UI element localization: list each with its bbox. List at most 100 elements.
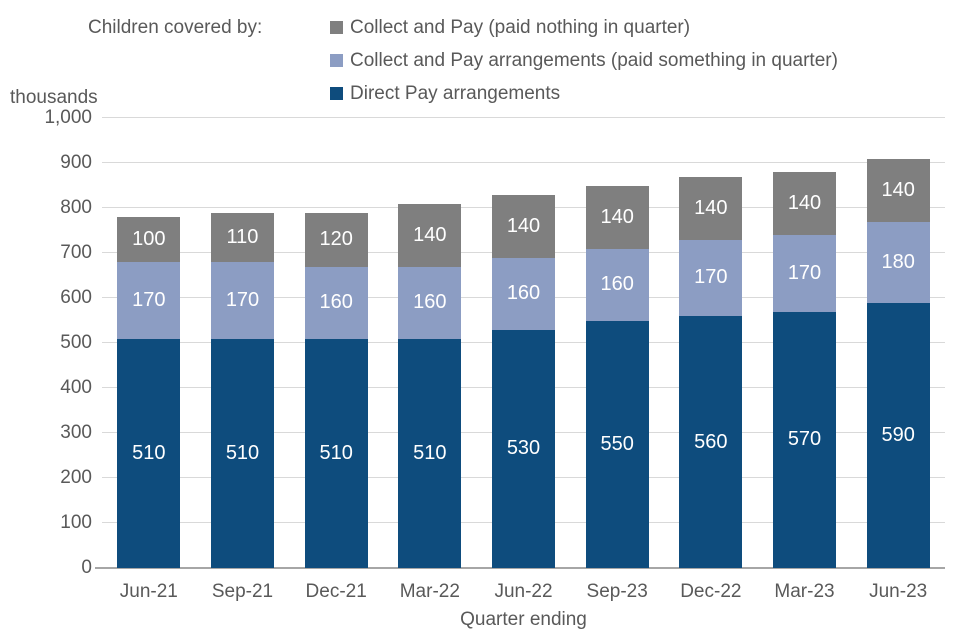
gridline (102, 117, 945, 118)
bar-value-label: 570 (787, 428, 822, 451)
bar-segment: 160 (585, 248, 649, 321)
stacked-bar-Sep-21: 110 170 510 (211, 212, 274, 568)
stacked-bar-Mar-22: 140 160 510 (398, 203, 462, 568)
bar-value-label: 140 (506, 214, 541, 237)
legend-item: Collect and Pay (paid nothing in quarter… (330, 17, 838, 38)
bar-segment: 530 (492, 329, 555, 568)
bar-segment: 110 (211, 212, 274, 262)
y-axis-tick-label: 200 (60, 467, 92, 488)
x-axis-tick-label: Jun-21 (119, 581, 178, 602)
bar-value-label: 160 (600, 273, 634, 295)
stacked-bar-Jun-23: 140 180 590 (866, 158, 930, 568)
x-axis-tick-label: Mar-23 (774, 581, 835, 602)
bar-segment: 140 (585, 185, 649, 249)
bar-value-label: 510 (413, 441, 447, 464)
bar-value-label: 550 (600, 432, 634, 455)
bar-value-label: 110 (226, 225, 259, 248)
bar-segment: 510 (398, 338, 462, 568)
y-axis-tick-label: 100 (60, 512, 92, 533)
bar-segment: 140 (679, 176, 743, 240)
x-axis-tick-label: Jun-22 (494, 581, 553, 602)
bar-segment: 170 (773, 235, 836, 312)
bar-value-label: 140 (600, 205, 634, 228)
x-axis-title: Quarter ending (460, 609, 587, 630)
bar-value-label: 140 (694, 196, 728, 219)
bar-value-label: 530 (506, 437, 541, 460)
y-axis-tick-label: 400 (60, 377, 92, 398)
bar-segment: 550 (585, 320, 649, 568)
bar-value-label: 510 (225, 441, 260, 464)
y-axis-tick-label: 900 (60, 152, 92, 173)
chart-title: Children covered by: (88, 17, 263, 38)
bar-value-label: 140 (881, 178, 915, 201)
stacked-bar-Mar-23: 140 170 570 (773, 172, 836, 568)
bar-value-label: 140 (413, 223, 447, 246)
y-axis-tick-label: 1,000 (44, 107, 92, 128)
legend-item: Direct Pay arrangements (330, 83, 838, 104)
legend-swatch-icon (330, 21, 343, 34)
bar-segment: 140 (773, 172, 836, 235)
bar-value-label: 180 (881, 250, 915, 273)
bar-value-label: 170 (787, 261, 822, 284)
bar-value-label: 170 (132, 288, 166, 311)
bar-segment: 570 (773, 311, 836, 568)
bar-segment: 100 (117, 217, 181, 262)
bar-value-label: 100 (132, 228, 166, 250)
legend-swatch-icon (330, 87, 343, 100)
y-axis-tick-label: 800 (60, 197, 92, 218)
bar-segment: 590 (866, 302, 930, 568)
bar-value-label: 120 (319, 228, 353, 250)
bar-segment: 170 (211, 262, 274, 339)
bar-segment: 160 (492, 257, 555, 330)
x-axis-tick-label: Mar-22 (399, 581, 460, 602)
x-axis-line (95, 567, 945, 569)
y-axis-tick-label: 700 (60, 242, 92, 263)
bar-segment: 140 (398, 203, 462, 267)
y-axis-tick-label: 300 (60, 422, 92, 443)
stacked-bar-Jun-22: 140 160 530 (492, 194, 555, 568)
bar-segment: 510 (304, 338, 368, 568)
bar-segment: 170 (117, 262, 181, 339)
stacked-bar-Dec-21: 120 160 510 (304, 212, 368, 568)
legend: Collect and Pay (paid nothing in quarter… (330, 17, 838, 104)
bar-value-label: 160 (319, 291, 353, 313)
x-axis-tick-label: Dec-22 (680, 581, 742, 602)
legend-label: Collect and Pay arrangements (paid somet… (350, 50, 838, 71)
bar-value-label: 170 (694, 266, 728, 289)
bar-segment: 160 (398, 266, 462, 339)
x-axis-tick-label: Dec-21 (305, 581, 367, 602)
bar-value-label: 510 (319, 441, 353, 464)
y-axis-tick-label: 500 (60, 332, 92, 353)
bar-value-label: 510 (132, 441, 166, 464)
gridline (102, 162, 945, 163)
bar-value-label: 560 (694, 430, 728, 453)
legend-item: Collect and Pay arrangements (paid somet… (330, 50, 838, 71)
bar-value-label: 170 (225, 288, 260, 311)
legend-label: Collect and Pay (paid nothing in quarter… (350, 17, 691, 38)
legend-label: Direct Pay arrangements (350, 83, 561, 104)
bar-value-label: 160 (413, 291, 447, 313)
bar-value-label: 160 (506, 282, 541, 304)
stacked-bar-Sep-23: 140 160 550 (585, 185, 649, 568)
stacked-bar-Dec-22: 140 170 560 (679, 176, 743, 568)
stacked-bar-Jun-21: 100 170 510 (117, 217, 181, 568)
y-axis-tick-label: 600 (60, 287, 92, 308)
plot-area: 0 100 200 300 400 500 600 700 800 900 1,000 100 170 5… (44, 107, 945, 602)
y-axis-tick-label: 0 (81, 557, 92, 578)
bar-segment: 510 (117, 338, 181, 568)
y-axis-unit-label: thousands (10, 87, 98, 108)
x-axis-tick-label: Sep-21 (211, 581, 274, 602)
bar-segment: 140 (866, 158, 930, 222)
bar-segment: 160 (304, 266, 368, 339)
x-axis-tick-label: Jun-23 (869, 581, 928, 602)
bar-value-label: 140 (787, 192, 822, 214)
bar-segment: 560 (679, 316, 743, 568)
x-axis-tick-label: Sep-23 (586, 581, 648, 602)
bar-value-label: 590 (881, 423, 915, 446)
bar-segment: 170 (679, 239, 743, 316)
bar-segment: 510 (211, 338, 274, 568)
bar-segment: 120 (304, 212, 368, 267)
bar-segment: 140 (492, 194, 555, 258)
legend-swatch-icon (330, 54, 343, 67)
